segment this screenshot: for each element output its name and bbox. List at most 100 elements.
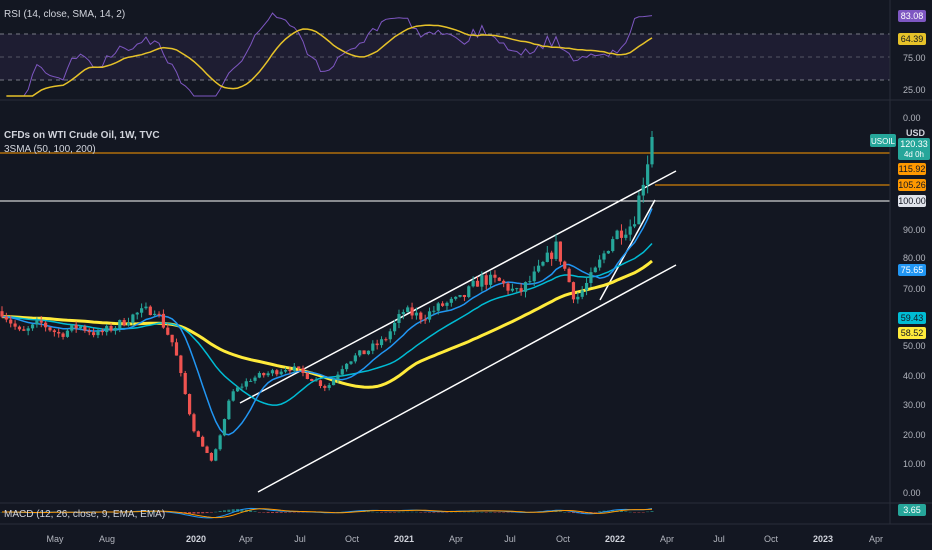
sma50-badge bbox=[898, 264, 926, 276]
candle-body bbox=[214, 449, 218, 461]
last-price-text: 120.33 bbox=[900, 139, 928, 149]
price-tick-40: 40.00 bbox=[903, 371, 926, 381]
macd-hist-bar bbox=[188, 512, 192, 514]
candle-body bbox=[576, 296, 580, 300]
macd-hist-bar bbox=[380, 512, 384, 513]
macd-hist-bar bbox=[650, 511, 654, 512]
macd-hist-bar bbox=[476, 511, 480, 513]
level-115-badge bbox=[898, 163, 926, 175]
macd-signal-line bbox=[2, 508, 653, 519]
sma50-text: 75.65 bbox=[901, 265, 924, 275]
candle-body bbox=[262, 373, 266, 376]
time-axis-label: 2022 bbox=[605, 534, 625, 544]
macd-hist-bar bbox=[414, 511, 418, 513]
macd-hist-bar bbox=[161, 512, 165, 513]
channel-upper-line bbox=[239, 170, 677, 404]
price-tick-30: 30.00 bbox=[903, 400, 926, 410]
macd-hist-bar bbox=[214, 511, 218, 513]
candle-body bbox=[340, 369, 344, 375]
candle-body bbox=[628, 226, 632, 235]
candle-body bbox=[227, 400, 231, 420]
candle-body bbox=[244, 381, 248, 387]
time-axis-label: Oct bbox=[764, 534, 779, 544]
candle-body bbox=[353, 355, 357, 362]
candle-body bbox=[279, 371, 283, 375]
price-tick-20: 20.00 bbox=[903, 430, 926, 440]
candle-body bbox=[283, 370, 288, 372]
candle-body bbox=[650, 136, 654, 165]
macd-hist-bar bbox=[419, 512, 423, 513]
macd-hist-bar bbox=[366, 511, 370, 513]
macd-hist-bar bbox=[297, 512, 301, 513]
macd-hist-bar bbox=[279, 512, 283, 513]
candle-body bbox=[70, 324, 74, 331]
candle-body bbox=[39, 320, 43, 323]
candle-body bbox=[96, 330, 100, 336]
rsi-pane[interactable]: RSI (14, close, SMA, 14, 2) bbox=[0, 9, 890, 97]
candle-body bbox=[57, 332, 61, 334]
candle-body bbox=[288, 370, 292, 372]
time-axis-label: Jul bbox=[504, 534, 516, 544]
candle-body bbox=[515, 288, 519, 290]
candle-body bbox=[205, 446, 209, 453]
candle-body bbox=[462, 295, 467, 297]
candle-body bbox=[602, 253, 606, 260]
macd-hist-bar bbox=[284, 512, 288, 513]
price-tick-0: 0.00 bbox=[903, 488, 921, 498]
candle-body bbox=[349, 361, 353, 364]
macd-hist-bar bbox=[598, 511, 602, 512]
macd-hist-bar bbox=[428, 512, 432, 513]
candle-body bbox=[646, 164, 650, 185]
sma200-badge bbox=[898, 327, 926, 339]
currency-label: USD bbox=[906, 128, 926, 138]
macd-value-text: 3.65 bbox=[903, 505, 921, 515]
macd-hist-bar bbox=[375, 511, 379, 513]
candle-body bbox=[580, 290, 584, 297]
price-pane[interactable]: CFDs on WTI Crude Oil, 1W, TVC 3SMA (50,… bbox=[0, 130, 890, 493]
candle-body bbox=[183, 372, 187, 395]
candle-body bbox=[449, 298, 453, 303]
candle-body bbox=[30, 324, 35, 329]
macd-hist-bar bbox=[589, 512, 593, 513]
sma100-badge bbox=[898, 312, 926, 324]
level-100-text: 100.00 bbox=[898, 196, 926, 206]
candle-body bbox=[366, 350, 371, 355]
candle-body bbox=[174, 342, 179, 356]
macd-hist-bar bbox=[218, 511, 222, 512]
macd-hist-bar bbox=[423, 512, 427, 513]
candle-body bbox=[118, 320, 122, 328]
macd-hist-bar bbox=[397, 511, 401, 513]
macd-pane[interactable]: MACD (12, 26, close, 9, EMA, EMA) bbox=[0, 507, 654, 520]
candle-body bbox=[624, 234, 628, 238]
candle-body bbox=[4, 316, 8, 320]
sma200-text: 58.52 bbox=[901, 328, 924, 338]
candle-body bbox=[166, 327, 170, 335]
macd-hist-bar bbox=[231, 509, 235, 512]
candle-body bbox=[131, 314, 135, 323]
candle-body bbox=[393, 322, 397, 332]
price-axis[interactable]: 75.00 75.00 25.00 0.00 90.00 80.00 70.00… bbox=[870, 0, 930, 524]
candle-body bbox=[532, 271, 536, 282]
candle-body bbox=[567, 268, 571, 283]
candle-body bbox=[401, 312, 405, 315]
candle-body bbox=[275, 370, 279, 375]
candle-body bbox=[523, 282, 528, 292]
candle-body bbox=[436, 303, 440, 311]
candle-body bbox=[475, 280, 480, 287]
rsi-value-badge bbox=[898, 10, 926, 22]
candle-body bbox=[61, 333, 65, 337]
candle-body bbox=[397, 314, 401, 323]
macd-hist-bar bbox=[458, 511, 462, 513]
candle-body bbox=[249, 380, 253, 382]
candle-body bbox=[379, 339, 384, 346]
candle-body bbox=[423, 319, 427, 321]
macd-hist-bar bbox=[441, 512, 445, 513]
macd-hist-bar bbox=[558, 511, 562, 513]
time-axis[interactable]: May Aug 2020 Apr Jul Oct 2021 Apr Jul Oct 2022 Apr J… bbox=[46, 534, 883, 544]
macd-hist-bar bbox=[628, 511, 632, 513]
candle-body bbox=[419, 312, 423, 320]
candle-body bbox=[502, 280, 506, 284]
candle-body bbox=[445, 302, 449, 306]
candle-body bbox=[179, 355, 183, 373]
